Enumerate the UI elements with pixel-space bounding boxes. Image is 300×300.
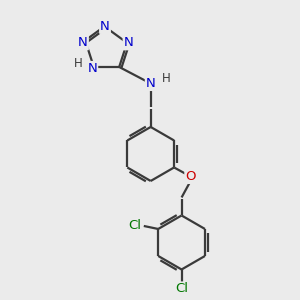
Text: Cl: Cl — [128, 220, 141, 232]
Text: N: N — [124, 36, 134, 49]
Text: H: H — [74, 58, 82, 70]
Text: N: N — [78, 36, 88, 49]
Text: N: N — [100, 20, 110, 33]
Text: Cl: Cl — [175, 283, 188, 296]
Text: O: O — [185, 170, 196, 183]
Text: N: N — [87, 62, 97, 75]
Text: H: H — [162, 72, 171, 85]
Text: N: N — [146, 77, 156, 90]
